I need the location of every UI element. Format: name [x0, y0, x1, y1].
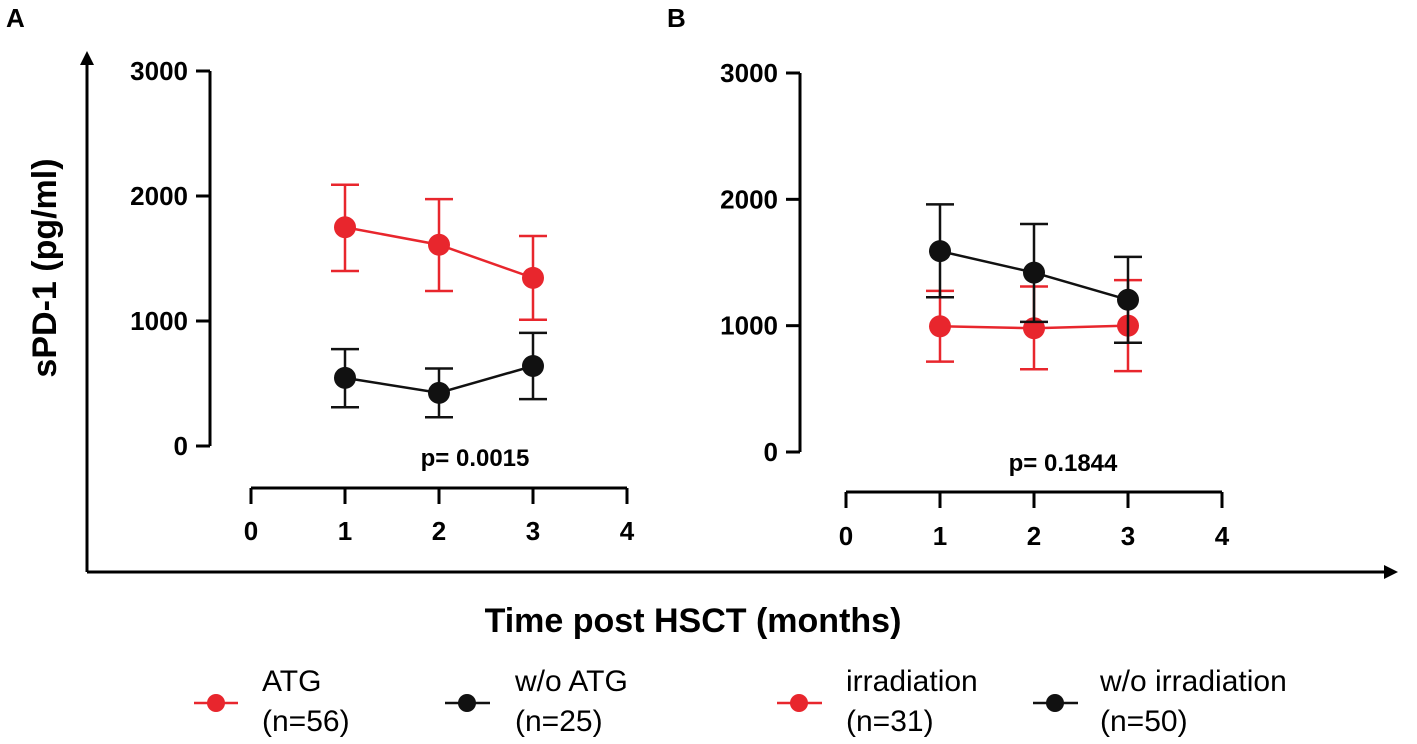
series-w-o-irradiation [926, 203, 1142, 344]
data-point-w-o-irradiation [1023, 261, 1045, 284]
panel-b-x-tick-label: 0 [839, 521, 853, 551]
panel-a-y-tick-label: 2000 [130, 181, 188, 211]
panel-b-x-tick-label: 3 [1121, 521, 1135, 551]
legend-marker-wo-irradiation [1046, 694, 1064, 712]
legend-marker-irradiation [790, 694, 808, 712]
data-point-w-o-irradiation [1117, 288, 1139, 311]
legend-n-atg: (n=56) [262, 705, 350, 738]
panel-a-x-tick-label: 3 [526, 516, 540, 546]
data-point-atg [522, 266, 544, 289]
legend-entry-wo-atg: w/o ATG (n=25) [445, 665, 628, 738]
panel-a-series [331, 183, 547, 419]
data-point-w-o-atg [334, 366, 356, 389]
legend-n-wo-irradiation: (n=50) [1100, 705, 1188, 738]
panel-b-y-tick-label: 3000 [720, 58, 778, 88]
data-point-w-o-irradiation [929, 240, 951, 263]
data-point-irradiation [929, 315, 951, 338]
panel-b-y-tick-label: 1000 [720, 311, 778, 341]
panel-b-ticks: 0 1000 2000 3000 0 1 2 3 4 [720, 58, 1230, 551]
panel-b-x-tick-label: 2 [1027, 521, 1041, 551]
legend-marker-wo-atg [458, 694, 476, 712]
panel-label-b: B [667, 3, 686, 33]
panel-a-y-tick-label: 0 [174, 431, 188, 461]
panel-a-axes [208, 71, 627, 490]
panel-a-x-tick-label: 0 [244, 516, 258, 546]
panel-a: 0 1000 2000 3000 0 1 2 3 4 p= 0.0015 [130, 56, 635, 546]
legend-n-wo-atg: (n=25) [515, 705, 603, 738]
panel-a-ticks: 0 1000 2000 3000 0 1 2 3 4 [130, 56, 635, 546]
panel-a-y-tick-label: 1000 [130, 306, 188, 336]
panel-b-y-tick-label: 0 [764, 437, 778, 467]
x-axis-title: Time post HSCT (months) [485, 602, 902, 640]
panel-a-x-tick-label: 2 [432, 516, 446, 546]
series-w-o-atg [331, 331, 547, 419]
legend-n-irradiation: (n=31) [846, 705, 934, 738]
panel-a-x-tick-label: 1 [338, 516, 352, 546]
legend-entry-atg: ATG (n=56) [194, 665, 350, 738]
data-point-w-o-atg [428, 381, 450, 404]
legend-label-wo-irradiation: w/o irradiation [1099, 665, 1287, 698]
panel-b-x-tick-label: 4 [1215, 521, 1230, 551]
panel-label-a: A [6, 3, 25, 33]
panel-b-x-tick-label: 1 [933, 521, 947, 551]
panel-a-p-value: p= 0.0015 [421, 445, 530, 472]
legend-label-atg: ATG [262, 665, 321, 698]
y-axis-title: sPD-1 (pg/ml) [26, 158, 64, 377]
series-atg [331, 183, 547, 321]
panel-b-y-tick-label: 2000 [720, 184, 778, 214]
panel-b-series [926, 203, 1142, 373]
panel-b: 0 1000 2000 3000 0 1 2 3 4 p= 0.1844 [720, 58, 1230, 551]
panel-a-x-tick-label: 4 [620, 516, 635, 546]
legend-label-irradiation: irradiation [846, 665, 978, 698]
legend-entry-wo-irradiation: w/o irradiation (n=50) [1033, 665, 1287, 738]
legend: ATG (n=56) w/o ATG (n=25) irradiation (n… [194, 665, 1287, 738]
legend-label-wo-atg: w/o ATG [514, 665, 628, 698]
legend-marker-atg [207, 694, 225, 712]
data-point-atg [334, 216, 356, 239]
panel-a-y-tick-label: 3000 [130, 56, 188, 86]
panel-b-p-value: p= 0.1844 [1009, 450, 1118, 477]
panel-b-axes [798, 73, 1222, 494]
legend-entry-irradiation: irradiation (n=31) [777, 665, 978, 738]
data-point-w-o-atg [522, 355, 544, 377]
data-point-atg [428, 233, 450, 256]
